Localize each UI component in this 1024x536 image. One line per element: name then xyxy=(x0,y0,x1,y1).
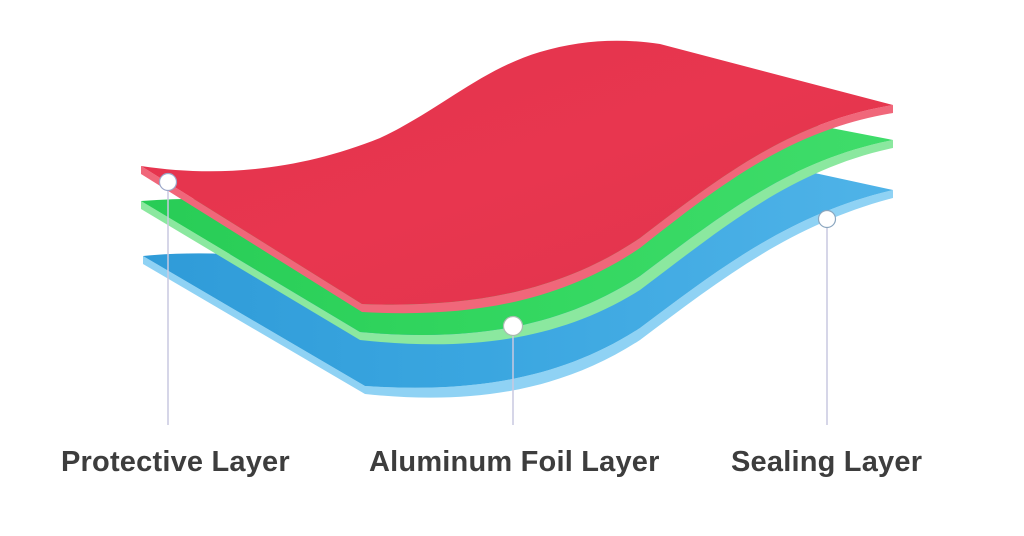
sealing-layer-label: Sealing Layer xyxy=(731,446,923,478)
protective-marker xyxy=(158,172,178,192)
aluminum-marker xyxy=(502,315,524,337)
aluminum-foil-layer-label: Aluminum Foil Layer xyxy=(369,446,660,478)
protective-layer-surface xyxy=(141,40,893,305)
protective-layer-label: Protective Layer xyxy=(61,446,290,478)
sealing-marker xyxy=(817,209,837,229)
protective-layer-sheet xyxy=(141,40,893,314)
protective-layer-edge xyxy=(141,105,893,314)
